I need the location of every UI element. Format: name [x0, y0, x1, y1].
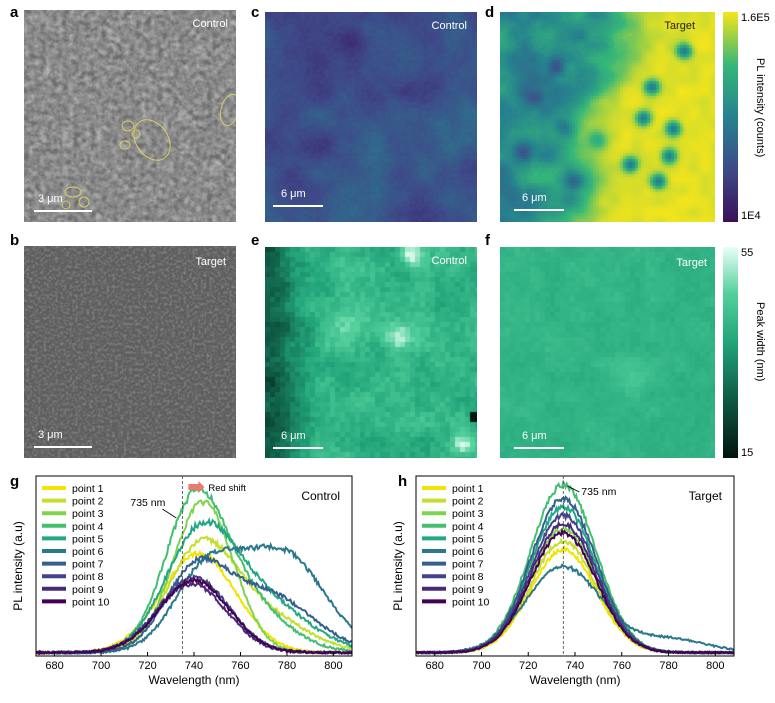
- spectrum-panel-g: g 680 700 720 740 760 780 800 Wavelength (nm) PL …: [10, 473, 353, 687]
- peak-width-map-control: Control 6 μm: [265, 247, 477, 458]
- legend-label-g: point 2: [72, 496, 104, 508]
- legend-label-h: point 4: [452, 521, 484, 533]
- marker-pointer-g: [162, 508, 177, 519]
- scalebar-label-d: 6 μm: [522, 192, 547, 204]
- legend-label-g: point 7: [72, 559, 104, 571]
- peak-width-map-target: Target 6 μm: [500, 247, 715, 458]
- sem-image-control: Control 3 μm: [24, 10, 236, 222]
- x-tick-label-h: 680: [426, 660, 444, 672]
- colorbar-width-max: 55: [741, 247, 754, 259]
- panel-tag-c: Control: [431, 20, 467, 32]
- legend-label-g: point 6: [72, 546, 104, 558]
- legend-label-h: point 10: [452, 596, 490, 608]
- legend-label-g: point 9: [72, 584, 104, 596]
- legend-label-h: point 5: [452, 533, 484, 545]
- x-axis-label-h: Wavelength (nm): [530, 673, 621, 687]
- scalebar-label-a: 3 μm: [38, 193, 63, 205]
- legend-label-g: point 10: [72, 596, 110, 608]
- y-axis-label-h: PL intensity (a.u): [391, 521, 405, 611]
- marker-pointer-h: [567, 485, 580, 493]
- legend-label-h: point 2: [452, 496, 484, 508]
- x-tick-label-g: 700: [92, 660, 110, 672]
- spectra-svg: g 680 700 720 740 760 780 800 Wavelength (nm) PL …: [10, 473, 735, 687]
- spectrum-line-h-10: [415, 527, 735, 656]
- panel-letter-b: b: [10, 232, 20, 249]
- colorbar-intensity: [723, 12, 738, 222]
- colorbar-intensity-min: 1E4: [741, 210, 761, 222]
- legend-label-g: point 3: [72, 508, 104, 520]
- pl-intensity-map-control: Control 6 μm: [265, 12, 477, 222]
- legend-label-h: point 1: [452, 483, 484, 495]
- red-shift-arrow-icon: [188, 481, 205, 493]
- x-tick-label-h: 800: [706, 660, 724, 672]
- scalebar-b: [34, 446, 92, 448]
- scalebar-d: [514, 209, 564, 211]
- x-tick-label-g: 720: [138, 660, 156, 672]
- x-tick-label-g: 680: [45, 660, 63, 672]
- scalebar-c: [273, 205, 323, 207]
- marker-label-g: 735 nm: [130, 497, 165, 509]
- scalebar-label-c: 6 μm: [281, 188, 306, 200]
- scalebar-a: [34, 210, 92, 212]
- scalebar-label-f: 6 μm: [522, 430, 547, 442]
- legend-label-g: point 4: [72, 521, 104, 533]
- legend-label-h: point 8: [452, 571, 484, 583]
- scalebar-e: [273, 447, 323, 449]
- panel-letter-d: d: [485, 4, 495, 21]
- legend-label-h: point 6: [452, 546, 484, 558]
- panel-tag-d: Target: [664, 20, 695, 32]
- colorbar-width-min: 15: [741, 447, 754, 459]
- x-tick-label-h: 780: [659, 660, 677, 672]
- panel-tag-e: Control: [431, 255, 467, 267]
- panel-letter-a: a: [10, 4, 19, 21]
- y-axis-label-g: PL intensity (a.u): [11, 521, 25, 611]
- x-tick-label-h: 760: [613, 660, 631, 672]
- colorbar-intensity-max: 1.6E5: [741, 12, 770, 24]
- x-tick-label-g: 780: [278, 660, 296, 672]
- x-tick-label-h: 740: [566, 660, 584, 672]
- legend-label-g: point 5: [72, 533, 104, 545]
- legend-label-g: point 1: [72, 483, 104, 495]
- chart-title-g: Control: [301, 489, 340, 503]
- panel-letter-c: c: [251, 4, 260, 21]
- panel-letter-h: h: [398, 473, 407, 490]
- sem-image-target: Target 3 μm: [24, 246, 236, 458]
- panel-letter-f: f: [485, 232, 490, 249]
- x-tick-label-h: 720: [519, 660, 537, 672]
- x-tick-label-g: 760: [231, 660, 249, 672]
- x-tick-label-h: 700: [472, 660, 490, 672]
- x-tick-label-g: 800: [324, 660, 342, 672]
- panel-tag-a: Control: [192, 18, 228, 30]
- scalebar-label-b: 3 μm: [38, 429, 63, 441]
- scalebar-label-e: 6 μm: [281, 430, 306, 442]
- colorbar-intensity-title: PL intensity (counts): [754, 58, 766, 158]
- panel-letter-g: g: [10, 473, 19, 490]
- x-tick-label-g: 740: [185, 660, 203, 672]
- panel-tag-b: Target: [195, 256, 226, 268]
- legend-label-g: point 8: [72, 571, 104, 583]
- spectra-panels: g 680 700 720 740 760 780 800 Wavelength (nm) PL …: [0, 462, 775, 698]
- colorbar-width-title: Peak width (nm): [754, 302, 766, 382]
- legend-label-h: point 9: [452, 584, 484, 596]
- panel-tag-f: Target: [676, 257, 707, 269]
- chart-title-h: Target: [689, 489, 723, 503]
- x-axis-label-g: Wavelength (nm): [149, 673, 240, 687]
- spectrum-panel-h: h 680 700 720 740 760 780 800 Wavelength (nm) PL …: [391, 473, 735, 687]
- colorbar-peak-width: [723, 247, 738, 458]
- red-shift-label: Red shift: [208, 483, 246, 494]
- spectrum-line-g-10: [35, 575, 353, 656]
- scalebar-f: [514, 447, 564, 449]
- legend-label-h: point 7: [452, 559, 484, 571]
- panel-letter-e: e: [251, 232, 260, 249]
- marker-label-h: 735 nm: [581, 486, 616, 498]
- pl-intensity-map-target: Target 6 μm: [500, 12, 715, 222]
- legend-label-h: point 3: [452, 508, 484, 520]
